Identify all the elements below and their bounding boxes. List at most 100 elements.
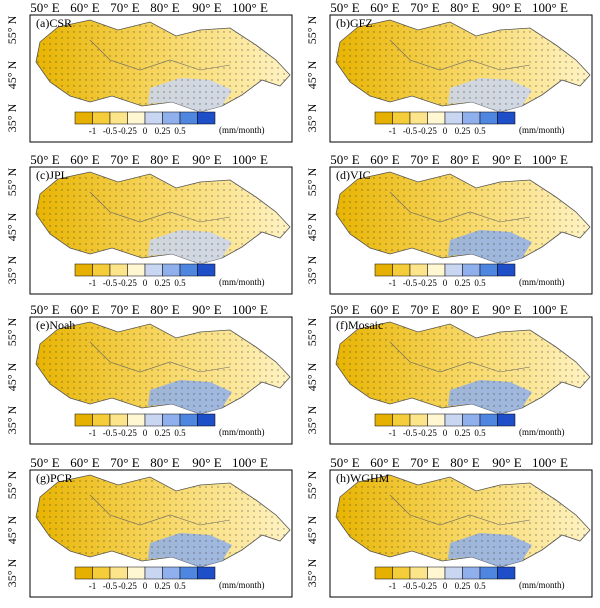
lon-tick-label: 60° E: [70, 302, 99, 317]
lon-tick-label: 50° E: [330, 455, 359, 470]
colorbar-box: [162, 263, 181, 277]
colorbar-tick-label: 0.5: [174, 581, 186, 591]
lon-tick-label: 80° E: [150, 455, 179, 470]
lon-tick-label: 60° E: [370, 302, 399, 317]
colorbar-box: [462, 566, 481, 580]
colorbar-tick-label: 0.5: [474, 278, 486, 288]
colorbar-tick-label: -0.5: [403, 278, 418, 288]
lon-tick-label: 50° E: [30, 455, 59, 470]
colorbar-tick-label: 0.25: [155, 126, 171, 136]
colorbar-tick-label: -0.5: [103, 581, 118, 591]
lat-tick-label: 35° N: [305, 558, 319, 587]
colorbar-box: [409, 566, 428, 580]
colorbar-box: [427, 566, 446, 580]
lon-tick-label: 50° E: [30, 0, 59, 15]
lon-tick-label: 70° E: [410, 455, 439, 470]
lat-tick-label: 35° N: [5, 558, 19, 587]
sub-basin-border: [89, 39, 231, 71]
lat-tick-label: 55° N: [305, 167, 319, 196]
colorbar-box: [109, 111, 128, 125]
colorbar-tick-label: 0: [143, 428, 148, 438]
colorbar-tick-label: 0.5: [474, 581, 486, 591]
colorbar-box: [74, 413, 93, 427]
colorbar-box: [374, 111, 393, 125]
colorbar-box: [197, 111, 216, 125]
colorbar-box: [92, 413, 111, 427]
colorbar-tick-label: 0.25: [455, 278, 471, 288]
colorbar-tick-label: 0.5: [474, 126, 486, 136]
colorbar-box: [162, 111, 181, 125]
colorbar-box: [409, 263, 428, 277]
colorbar-tick-label: 0.25: [155, 581, 171, 591]
lon-tick-label: 100° E: [532, 302, 568, 317]
colorbar-tick-label: -0.25: [118, 126, 137, 136]
lon-tick-label: 50° E: [330, 302, 359, 317]
lon-tick-label: 70° E: [110, 152, 139, 167]
colorbar-box: [179, 413, 198, 427]
colorbar-tick-label: -0.5: [403, 126, 418, 136]
lon-tick-label: 90° E: [492, 152, 521, 167]
sub-basin-border: [389, 191, 531, 223]
colorbar-box: [74, 111, 93, 125]
colorbar-tick-label: 0: [443, 126, 448, 136]
lat-tick-label: 45° N: [5, 362, 19, 391]
colorbar-box: [144, 566, 163, 580]
colorbar-box: [92, 566, 111, 580]
significance-dots: [36, 172, 290, 264]
lon-tick-label: 70° E: [110, 0, 139, 15]
colorbar-tick-label: -0.5: [103, 428, 118, 438]
colorbar-box: [444, 111, 463, 125]
lon-tick-label: 100° E: [232, 152, 268, 167]
colorbar-tick-label: 0.25: [455, 581, 471, 591]
colorbar-box: [392, 413, 411, 427]
colorbar-box: [92, 263, 111, 277]
colorbar-tick-label: -0.25: [418, 278, 437, 288]
colorbar-tick-label: -0.5: [403, 428, 418, 438]
lon-tick-label: 60° E: [370, 152, 399, 167]
lat-tick-label: 45° N: [305, 362, 319, 391]
colorbar-tick-label: 0.5: [474, 428, 486, 438]
lat-tick-label: 55° N: [305, 15, 319, 44]
colorbar-box: [374, 566, 393, 580]
colorbar-box: [144, 263, 163, 277]
lon-tick-label: 100° E: [532, 0, 568, 15]
sub-basin-border: [389, 494, 531, 526]
lon-tick-label: 50° E: [30, 302, 59, 317]
colorbar-box: [392, 111, 411, 125]
lon-tick-label: 90° E: [492, 302, 521, 317]
lat-tick-label: 45° N: [5, 212, 19, 241]
colorbar-box: [127, 111, 146, 125]
colorbar-tick-label: -0.25: [418, 126, 437, 136]
significance-dots: [36, 475, 290, 567]
lat-tick-label: 35° N: [305, 255, 319, 284]
colorbar-box: [497, 263, 516, 277]
colorbar-box: [427, 111, 446, 125]
lon-tick-label: 50° E: [30, 152, 59, 167]
colorbar-box: [392, 566, 411, 580]
lon-tick-label: 90° E: [192, 455, 221, 470]
sub-basin-border: [89, 494, 231, 526]
lon-tick-label: 70° E: [110, 302, 139, 317]
colorbar-tick-label: -0.5: [103, 278, 118, 288]
colorbar-tick-label: 0: [143, 126, 148, 136]
lon-tick-label: 60° E: [370, 455, 399, 470]
colorbar-box: [497, 413, 516, 427]
significance-dots: [336, 20, 590, 112]
lat-tick-label: 35° N: [5, 405, 19, 434]
colorbar-box: [109, 566, 128, 580]
lon-tick-label: 100° E: [232, 0, 268, 15]
colorbar-box: [197, 566, 216, 580]
lon-tick-label: 80° E: [450, 455, 479, 470]
colorbar-box: [479, 111, 498, 125]
colorbar-tick-label: -1: [389, 278, 397, 288]
lon-tick-label: 100° E: [232, 455, 268, 470]
lat-tick-label: 35° N: [305, 405, 319, 434]
panel-label: (b)GFZ: [336, 16, 373, 30]
colorbar-tick-label: -1: [89, 581, 97, 591]
